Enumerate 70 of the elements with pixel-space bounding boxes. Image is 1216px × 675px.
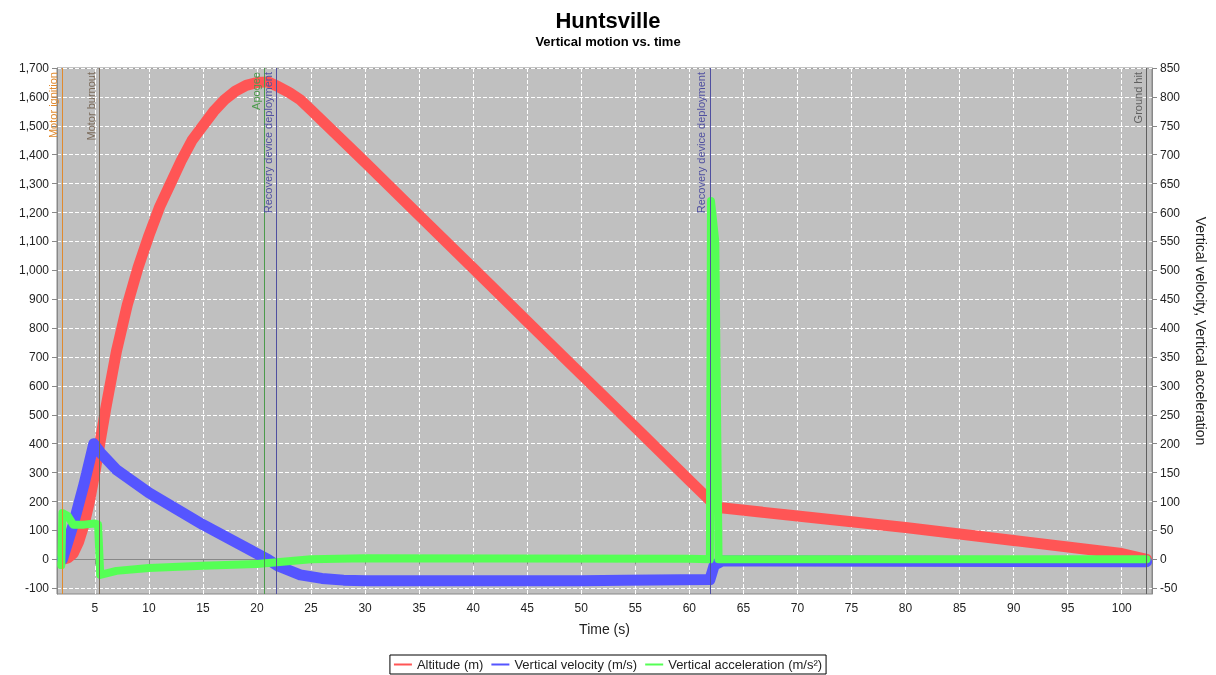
legend-label: Vertical acceleration (m/s²) — [668, 657, 823, 672]
y2-tick-label: -50 — [1160, 581, 1178, 596]
y2-tick-label: 750 — [1160, 118, 1181, 133]
y-tick-label: 1,500 — [18, 118, 50, 133]
y-tick-label: 1,000 — [18, 263, 50, 278]
x-tick-label: 10 — [142, 601, 156, 615]
y-tick-label: 1,700 — [18, 61, 50, 75]
y2-tick-label: 150 — [1160, 465, 1181, 480]
y-tick-label: 1,200 — [18, 205, 50, 220]
x-tick-label: 15 — [196, 601, 210, 615]
x-tick-label: 20 — [250, 601, 264, 615]
y2-axis-title: Vertical velocity, Vertical acceleration — [1193, 216, 1209, 446]
x-tick-label: 80 — [898, 601, 913, 615]
y-tick-label: 200 — [28, 494, 50, 509]
y-tick-label: 300 — [28, 465, 50, 480]
y-tick-label: 800 — [28, 321, 50, 336]
y2-tick-label: 800 — [1160, 89, 1181, 104]
x-tick-label: 100 — [1111, 601, 1133, 615]
x-tick-label: 45 — [520, 601, 535, 615]
x-tick-label: 60 — [682, 601, 697, 615]
x-tick-label: 40 — [466, 601, 481, 615]
legend-label: Vertical velocity (m/s) — [514, 657, 638, 672]
y2-tick-label: 850 — [1160, 61, 1181, 75]
y2-tick-label: 300 — [1160, 378, 1181, 393]
ref-line-label: Recovery device deployment — [695, 72, 708, 214]
x-tick-label: 75 — [844, 601, 859, 615]
y-tick-label: 900 — [28, 292, 50, 307]
y2-tick-label: 550 — [1160, 234, 1181, 249]
y-tick-label: 1,600 — [18, 89, 50, 104]
x-tick-label: 85 — [952, 601, 967, 615]
y-tick-label: 600 — [28, 378, 50, 393]
y-tick-label: 1,100 — [18, 234, 50, 249]
y2-tick-label: 600 — [1160, 205, 1181, 220]
y-tick-label: 400 — [28, 436, 50, 451]
y2-tick-label: 450 — [1160, 292, 1181, 307]
x-tick-label: 30 — [358, 601, 373, 615]
x-axis-title: Time (s) — [579, 621, 630, 637]
x-tick-label: 5 — [91, 601, 99, 615]
x-tick-label: 70 — [790, 601, 805, 615]
y-tick-label: 0 — [42, 552, 50, 567]
x-tick-label: 65 — [736, 601, 751, 615]
ref-line-label: Motor burnout — [85, 72, 98, 141]
ref-line-label: Recovery device deployment — [261, 72, 274, 214]
ref-line-label: Ground hit — [1132, 72, 1145, 124]
chart-subtitle: Vertical motion vs. time — [535, 34, 681, 49]
y2-tick-label: 700 — [1160, 147, 1181, 162]
y-tick-label: 1,400 — [18, 147, 50, 162]
y2-tick-label: 650 — [1160, 176, 1181, 191]
y2-tick-label: 500 — [1160, 263, 1181, 278]
x-tick-label: 50 — [574, 601, 589, 615]
y2-tick-label: 200 — [1160, 436, 1181, 451]
x-tick-label: 25 — [304, 601, 319, 615]
y2-tick-label: 50 — [1160, 523, 1174, 538]
y2-tick-label: 0 — [1160, 552, 1167, 567]
y2-tick-label: 100 — [1160, 494, 1181, 509]
y2-tick-label: 350 — [1160, 350, 1181, 365]
y2-tick-label: 400 — [1160, 321, 1181, 336]
legend-label: Altitude (m) — [416, 657, 484, 672]
x-tick-label: 95 — [1061, 601, 1075, 615]
x-tick-label: 55 — [628, 601, 643, 615]
y-tick-label: 500 — [28, 407, 50, 422]
x-tick-label: 90 — [1006, 601, 1021, 615]
ref-line-label: Apogee — [250, 72, 263, 110]
y2-tick-label: 250 — [1160, 407, 1181, 422]
chart-title: Huntsville — [555, 7, 661, 33]
y-tick-label: -100 — [24, 581, 50, 596]
y-tick-label: 1,300 — [18, 176, 50, 191]
x-tick-label: 35 — [412, 601, 427, 615]
y-tick-label: 100 — [28, 523, 50, 538]
y-tick-label: 700 — [28, 350, 50, 365]
